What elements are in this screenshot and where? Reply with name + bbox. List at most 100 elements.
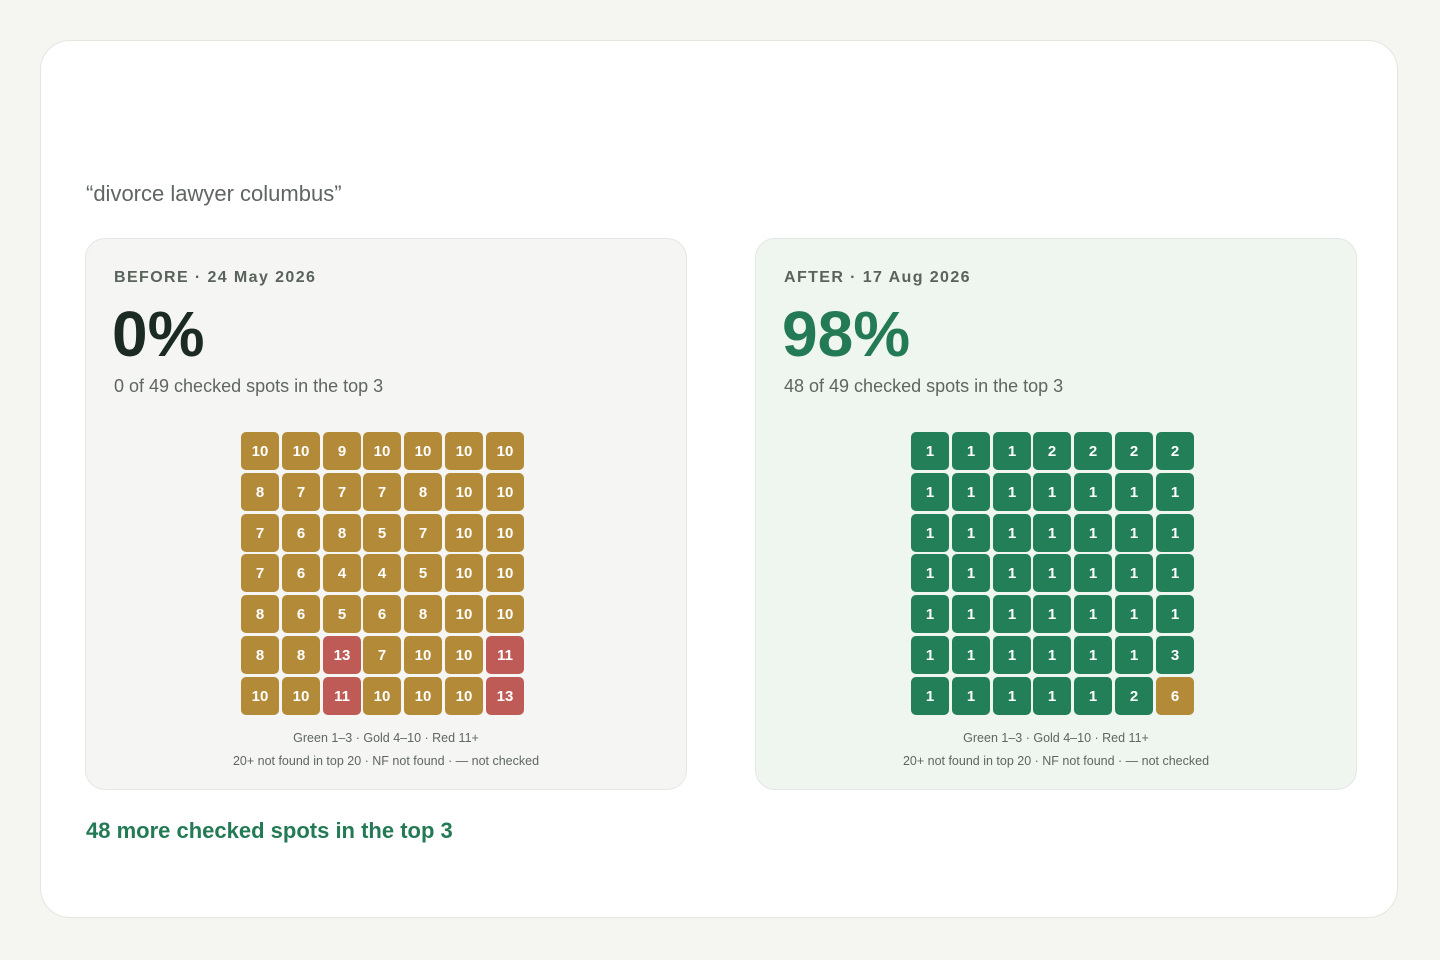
grid-cell: 1 — [911, 636, 949, 674]
grid-cell: 1 — [911, 554, 949, 592]
grid-cell: 1 — [993, 473, 1031, 511]
grid-cell: 2 — [1156, 432, 1194, 470]
after-legend-codes: 20+ not found in top 20 · NF not found ·… — [902, 754, 1210, 768]
after-percent: 98% — [782, 298, 911, 370]
grid-cell: 10 — [445, 677, 483, 715]
grid-cell: 7 — [363, 636, 401, 674]
grid-cell: 10 — [404, 636, 442, 674]
grid-cell: 2 — [1074, 432, 1112, 470]
grid-cell: 1 — [993, 677, 1031, 715]
grid-cell: 1 — [1033, 636, 1071, 674]
grid-cell: 1 — [1074, 636, 1112, 674]
after-panel: AFTER · 17 Aug 2026 98% 48 of 49 checked… — [755, 238, 1357, 790]
search-query: “divorce lawyer columbus” — [86, 181, 342, 206]
before-legend-colors: Green 1–3 · Gold 4–10 · Red 11+ — [293, 731, 479, 745]
grid-cell: 10 — [486, 595, 524, 633]
grid-cell: 1 — [1156, 514, 1194, 552]
grid-cell: 6 — [1156, 677, 1194, 715]
grid-cell: 10 — [282, 432, 320, 470]
grid-cell: 8 — [282, 636, 320, 674]
grid-cell: 8 — [241, 595, 279, 633]
after-legend-colors: Green 1–3 · Gold 4–10 · Red 11+ — [963, 731, 1149, 745]
grid-cell: 4 — [323, 554, 361, 592]
grid-cell: 1 — [911, 432, 949, 470]
grid-cell: 8 — [404, 473, 442, 511]
before-percent: 0% — [112, 298, 205, 370]
grid-cell: 1 — [1156, 595, 1194, 633]
grid-cell: 1 — [1074, 595, 1112, 633]
grid-cell: 7 — [404, 514, 442, 552]
grid-cell: 6 — [363, 595, 401, 633]
grid-cell: 1 — [911, 473, 949, 511]
grid-cell: 1 — [993, 554, 1031, 592]
grid-cell: 1 — [952, 432, 990, 470]
grid-cell: 1 — [993, 514, 1031, 552]
grid-cell: 6 — [282, 554, 320, 592]
grid-cell: 10 — [404, 432, 442, 470]
grid-cell: 1 — [993, 636, 1031, 674]
grid-cell: 2 — [1115, 432, 1153, 470]
after-label: AFTER · 17 Aug 2026 — [784, 269, 971, 286]
grid-cell: 7 — [363, 473, 401, 511]
grid-cell: 7 — [241, 554, 279, 592]
grid-cell: 10 — [486, 473, 524, 511]
before-label: BEFORE · 24 May 2026 — [114, 269, 317, 286]
grid-cell: 2 — [1033, 432, 1071, 470]
before-subtitle: 0 of 49 checked spots in the top 3 — [114, 376, 384, 396]
grid-cell: 10 — [363, 677, 401, 715]
grid-cell: 10 — [282, 677, 320, 715]
grid-cell: 5 — [404, 554, 442, 592]
grid-cell: 1 — [952, 636, 990, 674]
grid-cell: 2 — [1115, 677, 1153, 715]
grid-cell: 1 — [1115, 595, 1153, 633]
grid-cell: 10 — [241, 677, 279, 715]
before-rank-grid: 10 10 9 10 10 10 10 8 7 7 7 8 10 10 7 6 8 5 7 10 10 7 6 4 4 5 10 10… — [241, 432, 526, 717]
grid-cell: 1 — [1074, 514, 1112, 552]
grid-cell: 6 — [282, 514, 320, 552]
grid-cell: 1 — [1074, 677, 1112, 715]
grid-cell: 10 — [445, 432, 483, 470]
grid-cell: 8 — [323, 514, 361, 552]
grid-cell: 11 — [323, 677, 361, 715]
grid-cell: 1 — [952, 514, 990, 552]
grid-cell: 9 — [323, 432, 361, 470]
grid-cell: 1 — [1033, 595, 1071, 633]
grid-cell: 10 — [445, 636, 483, 674]
grid-cell: 5 — [363, 514, 401, 552]
grid-cell: 10 — [486, 554, 524, 592]
grid-cell: 1 — [1074, 473, 1112, 511]
grid-cell: 10 — [486, 514, 524, 552]
grid-cell: 7 — [323, 473, 361, 511]
report-card: “divorce lawyer columbus” BEFORE · 24 Ma… — [40, 40, 1398, 918]
grid-cell: 13 — [486, 677, 524, 715]
grid-cell: 13 — [323, 636, 361, 674]
grid-cell: 7 — [282, 473, 320, 511]
grid-cell: 1 — [952, 554, 990, 592]
grid-cell: 10 — [404, 677, 442, 715]
grid-cell: 1 — [1033, 514, 1071, 552]
grid-cell: 1 — [993, 432, 1031, 470]
grid-cell: 1 — [1033, 554, 1071, 592]
grid-cell: 8 — [241, 473, 279, 511]
grid-cell: 1 — [1156, 473, 1194, 511]
grid-cell: 1 — [1115, 636, 1153, 674]
grid-cell: 10 — [445, 595, 483, 633]
grid-cell: 6 — [282, 595, 320, 633]
before-panel: BEFORE · 24 May 2026 0% 0 of 49 checked … — [85, 238, 687, 790]
grid-cell: 3 — [1156, 636, 1194, 674]
grid-cell: 1 — [952, 677, 990, 715]
grid-cell: 1 — [1033, 677, 1071, 715]
grid-cell: 1 — [1033, 473, 1071, 511]
grid-cell: 8 — [404, 595, 442, 633]
grid-cell: 1 — [911, 677, 949, 715]
grid-cell: 1 — [1074, 554, 1112, 592]
grid-cell: 1 — [993, 595, 1031, 633]
grid-cell: 4 — [363, 554, 401, 592]
grid-cell: 1 — [911, 514, 949, 552]
grid-cell: 1 — [1115, 473, 1153, 511]
grid-cell: 7 — [241, 514, 279, 552]
grid-cell: 10 — [445, 554, 483, 592]
grid-cell: 1 — [1115, 554, 1153, 592]
grid-cell: 1 — [952, 473, 990, 511]
